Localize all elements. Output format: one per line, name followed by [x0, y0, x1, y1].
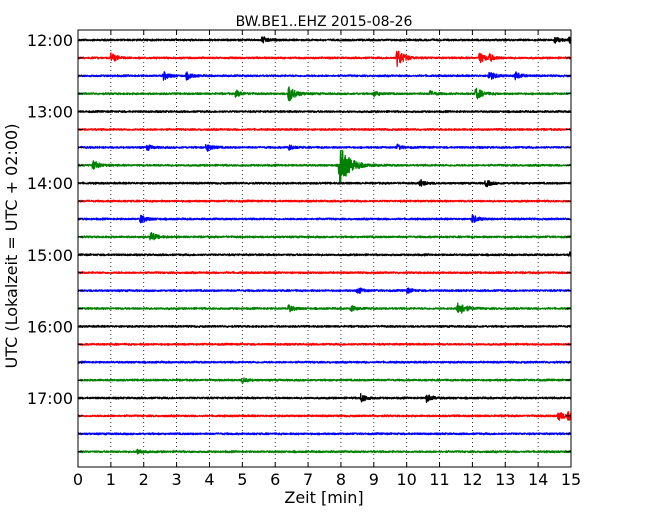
x-axis-label: Zeit [min]: [284, 488, 363, 507]
seismogram-trace: [77, 149, 572, 184]
x-tick-label: 1: [106, 470, 116, 489]
y-tick-label: 13:00: [27, 103, 73, 122]
y-tick-label: 15:00: [27, 246, 73, 265]
seismogram-trace: [77, 392, 572, 404]
seismogram-trace: [77, 109, 572, 114]
seismogram-trace: [77, 271, 572, 275]
y-tick-label: 17:00: [27, 389, 73, 408]
y-tick-label: 14:00: [27, 174, 73, 193]
x-tick-label: 11: [429, 470, 449, 489]
y-tick-label: 12:00: [27, 31, 73, 50]
grid-lines: [110, 30, 539, 467]
x-tick-label: 10: [396, 470, 416, 489]
x-tick-label: 7: [303, 470, 313, 489]
seismogram-trace: [77, 411, 572, 421]
seismogram-trace: [77, 448, 572, 455]
x-tick-label: 8: [336, 470, 346, 489]
plot-frame: [77, 29, 572, 468]
x-tick-label: 0: [73, 470, 83, 489]
x-tick-label: 12: [462, 470, 482, 489]
seismogram-trace: [77, 127, 572, 132]
seismogram-trace: [77, 251, 572, 258]
seismogram-trace: [77, 179, 572, 188]
x-tick-label: 5: [237, 470, 247, 489]
seismogram-trace: [77, 214, 572, 224]
seismogram-trace: [77, 432, 572, 436]
seismogram-trace: [77, 342, 572, 346]
x-tick-label: 9: [369, 470, 379, 489]
seismogram-trace: [77, 231, 572, 241]
x-tick-label: 15: [561, 470, 581, 489]
x-tick-label: 14: [528, 470, 548, 489]
y-tick-label: 16:00: [27, 317, 73, 336]
x-tick-label: 2: [139, 470, 149, 489]
seismogram-trace: [77, 199, 572, 203]
seismogram-trace: [77, 143, 572, 152]
x-tick-label: 3: [172, 470, 182, 489]
x-tick-label: 6: [270, 470, 280, 489]
axes: 0 1 2 3 4 5 6 7 8 9 10 11 12 13 14 1512:0013:0014:0015:…: [27, 29, 581, 489]
seismogram-trace: [77, 287, 572, 294]
x-tick-label: 13: [495, 470, 515, 489]
trace-lines: [77, 36, 572, 455]
seismogram-trace: [77, 36, 572, 44]
seismogram-trace: [77, 360, 572, 364]
seismogram-trace: [77, 86, 572, 102]
seismogram-trace: [77, 71, 572, 81]
y-axis-label: UTC (Lokalzeit = UTC + 02:00): [2, 124, 21, 369]
x-tick-label: 4: [204, 470, 214, 489]
seismogram-trace: [77, 50, 572, 68]
seismogram-trace: [77, 302, 572, 314]
chart-title: BW.BE1..EHZ 2015-08-26: [236, 14, 413, 30]
seismogram-trace: [77, 324, 572, 329]
seismogram-trace: [77, 377, 572, 385]
